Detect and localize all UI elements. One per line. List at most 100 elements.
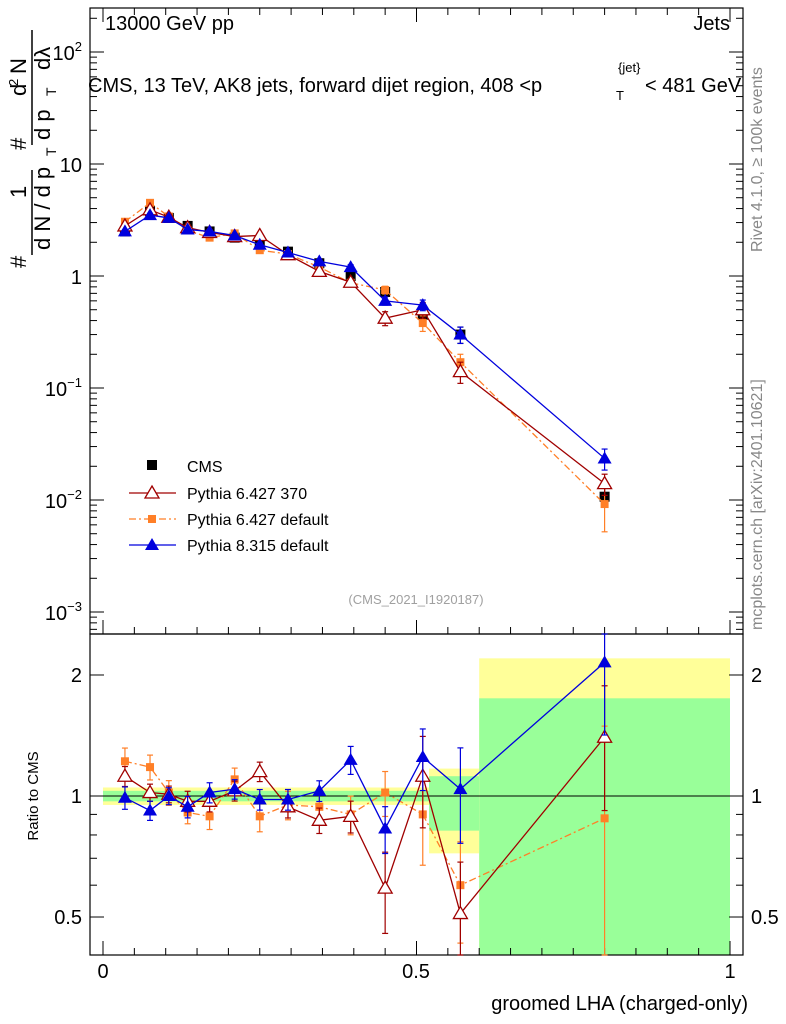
point-main xyxy=(343,260,358,273)
ratio-ytick-2-right: 2 xyxy=(751,665,762,687)
point-main xyxy=(202,224,217,237)
series-pythia-8-315-default xyxy=(117,208,612,855)
point-main xyxy=(378,293,393,306)
ratio-ytick-2: 2 xyxy=(71,665,82,687)
point-main xyxy=(600,500,609,509)
point-main xyxy=(255,246,264,255)
series-line-main xyxy=(124,202,606,505)
point-main xyxy=(418,319,427,328)
ylabel-T2: T xyxy=(43,87,59,96)
point-ratio xyxy=(597,655,612,668)
ylabel-hash1: # xyxy=(6,255,31,268)
point-main xyxy=(597,451,612,464)
point-ratio xyxy=(311,812,328,826)
ratio-ytick-1-right: 1 xyxy=(751,786,762,808)
point-ratio xyxy=(255,812,264,821)
point-ratio xyxy=(600,814,609,823)
point-ratio xyxy=(143,803,158,816)
point-ratio xyxy=(141,784,159,799)
point-ratio xyxy=(312,783,327,796)
point-ratio xyxy=(117,790,132,803)
point-main xyxy=(311,263,328,278)
header-right: Jets xyxy=(693,13,730,35)
title-main: CMS, 13 TeV, AK8 jets, forward dijet reg… xyxy=(88,75,542,97)
point-ratio xyxy=(252,792,267,805)
x-axis-label: groomed LHA (charged-only) xyxy=(491,993,748,1015)
point-main xyxy=(415,298,430,311)
point-main xyxy=(381,285,390,294)
ratio-ytick-0.5-right: 0.5 xyxy=(751,907,779,929)
header-left: 13000 GeV pp xyxy=(105,13,234,35)
ylabel-dpT: d p xyxy=(30,109,55,140)
xtick-labels: 0 0.5 1 xyxy=(97,961,735,983)
xtick-0.5: 0.5 xyxy=(402,961,430,983)
point-main xyxy=(280,245,295,258)
point-main xyxy=(227,228,242,241)
ylabel-two: 2 xyxy=(6,79,21,86)
mcplots-label: mcplots.cern.ch [arXiv:2401.10621] xyxy=(749,379,766,630)
point-main xyxy=(342,273,359,288)
point-main xyxy=(161,210,176,223)
point-ratio xyxy=(453,782,468,795)
point-main xyxy=(252,237,267,250)
legend: CMS Pythia 6.427 370 Pythia 6.427 defaul… xyxy=(129,459,329,555)
ratio-ytick-labels: 2 1 0.5 2 1 0.5 xyxy=(54,665,779,929)
series-line-main xyxy=(124,209,605,485)
series-layer xyxy=(116,198,613,956)
point-ratio xyxy=(280,792,295,805)
series-line-main xyxy=(124,214,606,459)
legend-marker-p6-370 xyxy=(143,484,161,499)
title-sub: T xyxy=(616,88,624,103)
ytick-label-0.01: 10−2 xyxy=(45,487,82,513)
legend-marker-p8 xyxy=(145,538,159,550)
ylabel-dlambda: dλ xyxy=(30,47,55,70)
point-ratio xyxy=(205,812,214,821)
point-ratio xyxy=(452,905,469,920)
legend-marker-p6-default xyxy=(148,515,156,523)
point-ratio xyxy=(120,757,129,766)
xtick-0: 0 xyxy=(97,961,108,983)
mc-bands xyxy=(103,658,730,955)
ytick-label-10: 10 xyxy=(60,155,82,177)
ratio-ylabel: Ratio to CMS xyxy=(25,751,42,840)
point-main xyxy=(453,327,468,340)
point-main xyxy=(377,309,394,324)
point-main xyxy=(312,254,327,267)
main-ytick-labels: 102 10 1 10−1 10−2 10−3 xyxy=(45,39,82,625)
point-ratio xyxy=(377,879,394,894)
legend-marker-cms xyxy=(147,460,157,470)
ylabel-hash2: # xyxy=(6,137,31,150)
point-ratio xyxy=(180,799,195,812)
point-ratio xyxy=(146,763,155,772)
point-main xyxy=(452,363,469,378)
ytick-label-0.001: 10−3 xyxy=(45,599,82,625)
ylabel-dN: d N / d p xyxy=(30,167,55,250)
ytick-label-1: 1 xyxy=(71,267,82,289)
point-main xyxy=(180,222,195,235)
legend-label-p6-370: Pythia 6.427 370 xyxy=(187,486,307,503)
xtick-1: 1 xyxy=(724,961,735,983)
point-ratio xyxy=(381,788,390,797)
point-ratio xyxy=(251,763,268,778)
axes xyxy=(89,7,744,956)
point-ratio xyxy=(415,750,430,763)
ylabel-d2N-d: d xyxy=(6,84,31,96)
point-ratio xyxy=(343,752,358,765)
analysis-id: (CMS_2021_I1920187) xyxy=(348,592,483,607)
point-main xyxy=(596,475,613,490)
point-ratio xyxy=(596,728,613,743)
title-tail: < 481 GeV xyxy=(645,75,742,97)
mc-band-green-1 xyxy=(429,776,480,831)
main-ylabel: # 1 d N / d p T # d 2 N d p T dλ xyxy=(6,30,59,268)
point-ratio xyxy=(315,802,324,811)
legend-label-p6-default: Pythia 6.427 default xyxy=(187,512,329,529)
ylabel-N: N xyxy=(6,58,31,74)
point-ratio xyxy=(116,767,134,782)
legend-label-p8: Pythia 8.315 default xyxy=(187,538,329,555)
ylabel-T: T xyxy=(43,147,59,156)
ytick-label-100: 102 xyxy=(53,39,82,65)
point-main xyxy=(117,224,132,237)
point-ratio xyxy=(227,782,242,795)
ratio-ytick-1: 1 xyxy=(71,786,82,808)
